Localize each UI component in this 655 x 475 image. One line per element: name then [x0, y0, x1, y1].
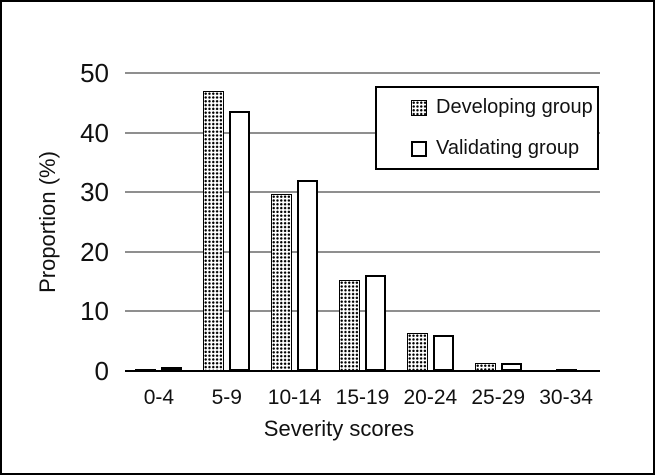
legend-label-developing: Developing group: [436, 96, 593, 118]
gridline-30: [125, 191, 600, 194]
x-tick-label-10-14: 10-14: [267, 386, 322, 409]
legend-swatch-validating-icon: [411, 140, 427, 157]
y-tick-label-30: 30: [80, 177, 109, 208]
bar-developing-15-19: [339, 279, 360, 371]
y-axis-title: Proportion (%): [35, 151, 60, 293]
y-tick-label-40: 40: [80, 117, 109, 148]
legend-swatch-developing-icon: [411, 99, 427, 116]
x-axis-line: [125, 369, 600, 372]
bar-validating-15-19: [365, 275, 386, 371]
y-tick-label-0: 0: [94, 356, 109, 386]
x-tick-label-20-24: 20-24: [403, 386, 458, 409]
gridline-40: [125, 131, 600, 134]
plot-area: [125, 72, 600, 372]
y-tick-label-10: 10: [80, 296, 109, 327]
x-tick-label-15-19: 15-19: [335, 386, 390, 409]
x-tick-label-30-34: 30-34: [539, 386, 593, 409]
bar-group-10-14: [261, 73, 329, 371]
bar-group-0-4: [125, 73, 193, 371]
x-tick-label-0-4: 0-4: [143, 386, 175, 409]
x-axis-title: Severity scores: [263, 416, 415, 441]
bar-group-15-19: [329, 73, 397, 371]
bar-developing-20-24: [406, 332, 428, 371]
legend-item-developing: Developing group: [411, 95, 597, 121]
x-tick-label-25-29: 25-29: [471, 386, 526, 409]
gridline-50: [125, 72, 600, 74]
bar-developing-10-14: [271, 194, 293, 371]
bar-validating-5-9: [229, 110, 251, 371]
legend-label-validating: Validating group: [436, 137, 580, 159]
bar-validating-10-14: [297, 180, 319, 371]
bar-developing-5-9: [203, 90, 225, 371]
bar-group-20-24: [396, 73, 464, 371]
gridline-20: [125, 250, 600, 253]
x-axis-tick-labels: 0-4 5-9 10-14 15-19 20-24 25-29 30-34: [125, 386, 600, 410]
gridline-10: [125, 310, 600, 313]
legend-item-validating: Validating group: [411, 136, 597, 162]
y-tick-label-20: 20: [80, 236, 109, 267]
legend: Developing group Validating group: [375, 86, 599, 170]
bar-group-5-9: [193, 73, 261, 371]
x-tick-label-5-9: 5-9: [211, 386, 242, 409]
bar-validating-20-24: [432, 335, 454, 371]
y-tick-label-50: 50: [80, 58, 109, 88]
